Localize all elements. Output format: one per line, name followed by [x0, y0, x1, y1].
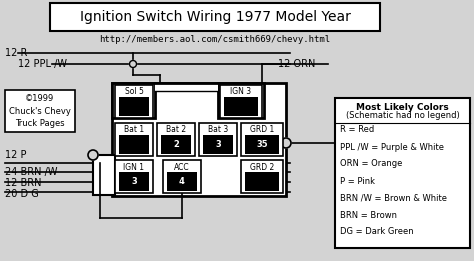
Bar — [119, 135, 149, 154]
Bar — [245, 172, 279, 191]
Text: (Schematic had no legend): (Schematic had no legend) — [346, 111, 459, 121]
Text: Ignition Switch Wiring 1977 Model Year: Ignition Switch Wiring 1977 Model Year — [80, 10, 350, 24]
Bar — [93, 155, 115, 195]
Text: 12 ORN: 12 ORN — [278, 59, 315, 69]
Bar — [241, 160, 283, 193]
Text: 3: 3 — [215, 140, 221, 149]
Text: PPL /W = Purple & White: PPL /W = Purple & White — [340, 143, 444, 151]
Text: 4: 4 — [179, 177, 185, 186]
Text: P = Pink: P = Pink — [340, 176, 375, 186]
Text: IGN 1: IGN 1 — [124, 163, 145, 171]
Bar — [245, 135, 279, 154]
Text: 20 D G: 20 D G — [5, 189, 39, 199]
Text: 2: 2 — [173, 140, 179, 149]
Text: Bat 2: Bat 2 — [166, 126, 186, 134]
Bar — [155, 83, 218, 91]
Circle shape — [281, 138, 291, 148]
Text: R = Red: R = Red — [340, 126, 374, 134]
Bar — [115, 160, 153, 193]
Bar — [199, 123, 237, 156]
Circle shape — [129, 61, 137, 68]
Text: ORN = Orange: ORN = Orange — [340, 159, 402, 169]
Text: 12 BRN: 12 BRN — [5, 178, 42, 188]
Bar — [167, 172, 197, 191]
Bar — [119, 97, 149, 116]
Bar — [50, 3, 380, 31]
Text: 12 PPL /W: 12 PPL /W — [18, 59, 67, 69]
Bar — [335, 98, 470, 248]
Text: Most Likely Colors: Most Likely Colors — [356, 103, 449, 111]
Text: GRD 1: GRD 1 — [250, 126, 274, 134]
Bar — [203, 135, 233, 154]
Text: GRD 2: GRD 2 — [250, 163, 274, 171]
Circle shape — [88, 150, 98, 160]
Text: 12 P: 12 P — [5, 150, 27, 160]
Text: ©1999
Chuck's Chevy
Truck Pages: ©1999 Chuck's Chevy Truck Pages — [9, 94, 71, 128]
Bar — [115, 123, 153, 156]
Bar — [224, 97, 258, 116]
Text: http://members.aol.com/csmith669/chevy.html: http://members.aol.com/csmith669/chevy.h… — [100, 35, 330, 44]
Bar — [112, 83, 155, 118]
Bar — [218, 83, 264, 118]
Text: Sol 5: Sol 5 — [125, 87, 144, 97]
Bar — [241, 123, 283, 156]
Bar — [161, 135, 191, 154]
Bar — [163, 160, 201, 193]
Text: 35: 35 — [256, 140, 268, 149]
Text: 3: 3 — [131, 177, 137, 186]
Text: ACC: ACC — [174, 163, 190, 171]
Text: DG = Dark Green: DG = Dark Green — [340, 228, 414, 236]
Text: 12 R: 12 R — [5, 48, 27, 58]
Text: BRN /W = Brown & White: BRN /W = Brown & White — [340, 193, 447, 203]
Text: IGN 3: IGN 3 — [230, 87, 252, 97]
Bar — [119, 172, 149, 191]
Bar — [220, 85, 262, 118]
Text: Bat 3: Bat 3 — [208, 126, 228, 134]
Bar — [112, 83, 286, 196]
Bar — [157, 123, 195, 156]
Bar — [115, 85, 153, 118]
Bar — [5, 90, 75, 132]
Text: Bat 1: Bat 1 — [124, 126, 144, 134]
Text: BRN = Brown: BRN = Brown — [340, 211, 397, 220]
Text: 24 BRN /W: 24 BRN /W — [5, 167, 57, 177]
